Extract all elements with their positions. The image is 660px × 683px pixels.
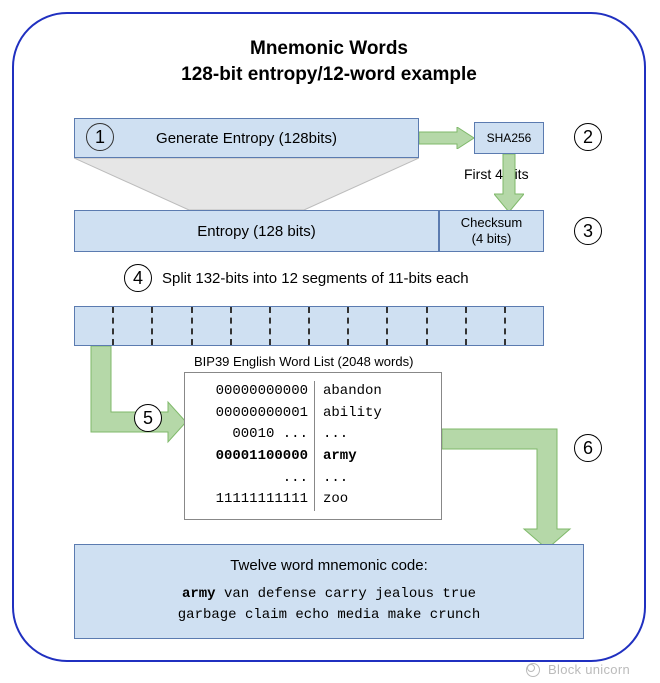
wordlist-title: BIP39 English Word List (2048 words) [194, 354, 413, 369]
arrow-to-wordlist [76, 346, 186, 451]
watermark-text: Block unicorn [548, 662, 630, 677]
wordlist-word: ... [315, 424, 348, 446]
wordlist-bits: 00000000001 [195, 403, 315, 425]
step-num-6: 6 [583, 438, 593, 459]
step-num-5: 5 [143, 408, 153, 429]
step-circle-2: 2 [574, 123, 602, 151]
entropy-box: Entropy (128 bits) [74, 210, 439, 252]
wechat-icon [526, 663, 540, 677]
wordlist-row: 00010 ...... [195, 424, 431, 446]
step-num-2: 2 [583, 127, 593, 148]
wordlist-word: abandon [315, 381, 382, 403]
wordlist-bits: 11111111111 [195, 489, 315, 511]
result-words: army van defense carry jealous true garb… [85, 584, 573, 626]
step-circle-5: 5 [134, 404, 162, 432]
wordlist-word: zoo [315, 489, 348, 511]
step-num-4: 4 [133, 268, 143, 289]
result-word-army: army [182, 586, 216, 602]
wordlist-word: army [315, 446, 357, 468]
checksum-box: Checksum (4 bits) [439, 210, 544, 252]
wordlist-row: 00000000000abandon [195, 381, 431, 403]
watermark: Block unicorn [526, 662, 630, 677]
sha256-box: SHA256 [474, 122, 544, 154]
wordlist-word: ... [315, 468, 348, 490]
step-circle-3: 3 [574, 217, 602, 245]
arrow-to-sha [419, 127, 474, 149]
diagram-title: Mnemonic Words 128-bit entropy/12-word e… [14, 36, 644, 87]
wordlist-bits: 00000000000 [195, 381, 315, 403]
funnel [74, 158, 419, 210]
sha256-label: SHA256 [487, 131, 532, 145]
segments-box [74, 306, 544, 346]
wordlist-bits: 00001100000 [195, 446, 315, 468]
result-line2: garbage claim echo media make crunch [178, 607, 480, 623]
arrow-to-result [442, 419, 582, 549]
wordlist-row: 11111111111zoo [195, 489, 431, 511]
generate-entropy-box: Generate Entropy (128bits) [74, 118, 419, 158]
arrow-first4bits [494, 154, 524, 212]
title-line-2: 128-bit entropy/12-word example [181, 64, 477, 85]
wordlist-row: 00000000001ability [195, 403, 431, 425]
step-num-1: 1 [95, 127, 105, 148]
diagram-frame: Mnemonic Words 128-bit entropy/12-word e… [12, 12, 646, 662]
wordlist-bits: 00010 ... [195, 424, 315, 446]
checksum-label: Checksum (4 bits) [461, 215, 522, 246]
result-title: Twelve word mnemonic code: [85, 557, 573, 574]
step-circle-6: 6 [574, 434, 602, 462]
generate-entropy-label: Generate Entropy (128bits) [156, 130, 337, 147]
step-circle-1: 1 [86, 123, 114, 151]
wordlist-row: ...... [195, 468, 431, 490]
step4-text: Split 132-bits into 12 segments of 11-bi… [162, 270, 469, 287]
step-circle-4: 4 [124, 264, 152, 292]
result-line1-rest: van defense carry jealous true [224, 586, 476, 602]
wordlist-table: 00000000000abandon00000000001ability0001… [184, 372, 442, 520]
wordlist-bits: ... [195, 468, 315, 490]
wordlist-row: 00001100000army [195, 446, 431, 468]
first4bits-label: First 4 bits [464, 166, 529, 182]
entropy-label: Entropy (128 bits) [197, 223, 315, 240]
wordlist-word: ability [315, 403, 382, 425]
result-box: Twelve word mnemonic code: army van defe… [74, 544, 584, 639]
step-num-3: 3 [583, 221, 593, 242]
title-line-1: Mnemonic Words [250, 38, 408, 59]
